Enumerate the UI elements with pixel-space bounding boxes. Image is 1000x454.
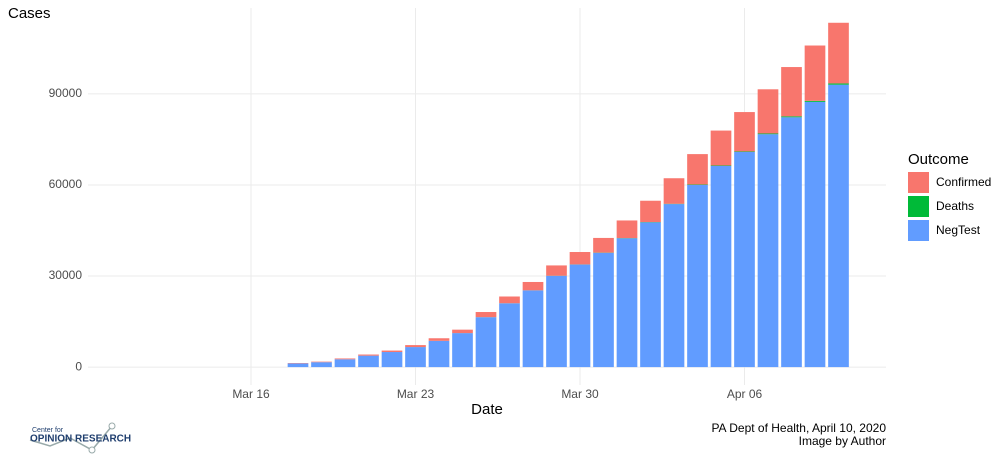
bar-segment [475, 312, 497, 318]
bar-segment [710, 165, 732, 368]
bar-segment [522, 290, 544, 368]
bar-segment [616, 238, 638, 368]
bar-segment [757, 134, 779, 368]
bar-segment [593, 237, 614, 253]
bar-segment [734, 112, 755, 152]
legend-label: Confirmed [936, 175, 991, 189]
bar-segment [499, 303, 520, 368]
bar-segment [546, 275, 567, 368]
bar-segment [757, 133, 779, 135]
caption: PA Dept of Health, April 10, 2020 [711, 421, 886, 435]
bar-segment [640, 222, 661, 368]
bar-segment [640, 200, 661, 223]
bar-segment [781, 116, 802, 118]
legend-swatch [908, 196, 929, 217]
bar-segment [781, 117, 802, 368]
x-tick-label: Mar 30 [561, 387, 599, 401]
x-axis-title: Date [471, 401, 503, 418]
bar-segment [428, 338, 450, 341]
caption: Image by Author [799, 434, 886, 448]
bar-segment [828, 22, 849, 84]
bar-segment [710, 130, 732, 166]
y-tick-label: 90000 [49, 86, 83, 100]
bar-segment [405, 347, 426, 368]
bar-segment [287, 363, 309, 368]
bar-segment [734, 151, 755, 368]
y-axis-title: Cases [8, 5, 51, 22]
y-tick-label: 60000 [49, 177, 83, 191]
y-tick-label: 30000 [49, 268, 83, 282]
logo-dot [88, 446, 96, 454]
bar-segment [593, 252, 614, 368]
bar-segment [616, 220, 638, 239]
bar-segment [804, 101, 826, 368]
bar-segment [475, 317, 497, 368]
logo-text: Center for [32, 427, 64, 434]
legend-title: Outcome [908, 151, 969, 168]
bar-segment [546, 265, 567, 276]
bar-segment [781, 67, 802, 117]
bar-segment [522, 281, 544, 291]
legend-swatch [908, 220, 929, 241]
bar-segment [334, 358, 356, 360]
bar-segment [569, 264, 591, 368]
logo: Center for OPINION RESEARCH [29, 422, 131, 454]
bar-segment [828, 83, 849, 85]
bar-segment [687, 184, 708, 368]
bar-segment [757, 89, 779, 134]
legend-label: Deaths [936, 199, 974, 213]
legend-label: NegTest [936, 223, 981, 237]
bar-segment [804, 45, 826, 101]
bar-segment [804, 100, 826, 102]
bar-segment [381, 352, 403, 368]
bar-segment [311, 362, 332, 368]
logo-text: OPINION RESEARCH [30, 434, 131, 445]
bar-segment [381, 350, 403, 353]
bar-segment [569, 252, 591, 265]
bar-segment [452, 333, 473, 368]
x-tick-label: Mar 23 [397, 387, 435, 401]
x-tick-label: Apr 06 [727, 387, 763, 401]
plot-area: 0 30000 60000 90000 Mar 16 Mar 23 Mar 30 Apr 06… [49, 8, 991, 401]
bar-segment [663, 204, 685, 368]
bar-segment [499, 296, 520, 304]
bar-segment [428, 340, 450, 368]
bar-segment [311, 361, 332, 363]
bar-segment [334, 359, 356, 368]
bar-segment [358, 354, 379, 356]
bar-segment [405, 345, 426, 348]
bar-segment [452, 329, 473, 334]
x-tick-label: Mar 16 [232, 387, 270, 401]
legend-swatch [908, 172, 929, 193]
logo-dot [108, 422, 116, 430]
logo-line [29, 425, 113, 451]
y-tick-label: 0 [75, 359, 82, 373]
bar-segment [687, 154, 708, 185]
bar-segment [663, 178, 685, 204]
bar-segment [828, 84, 849, 368]
bar-segment [358, 355, 379, 368]
